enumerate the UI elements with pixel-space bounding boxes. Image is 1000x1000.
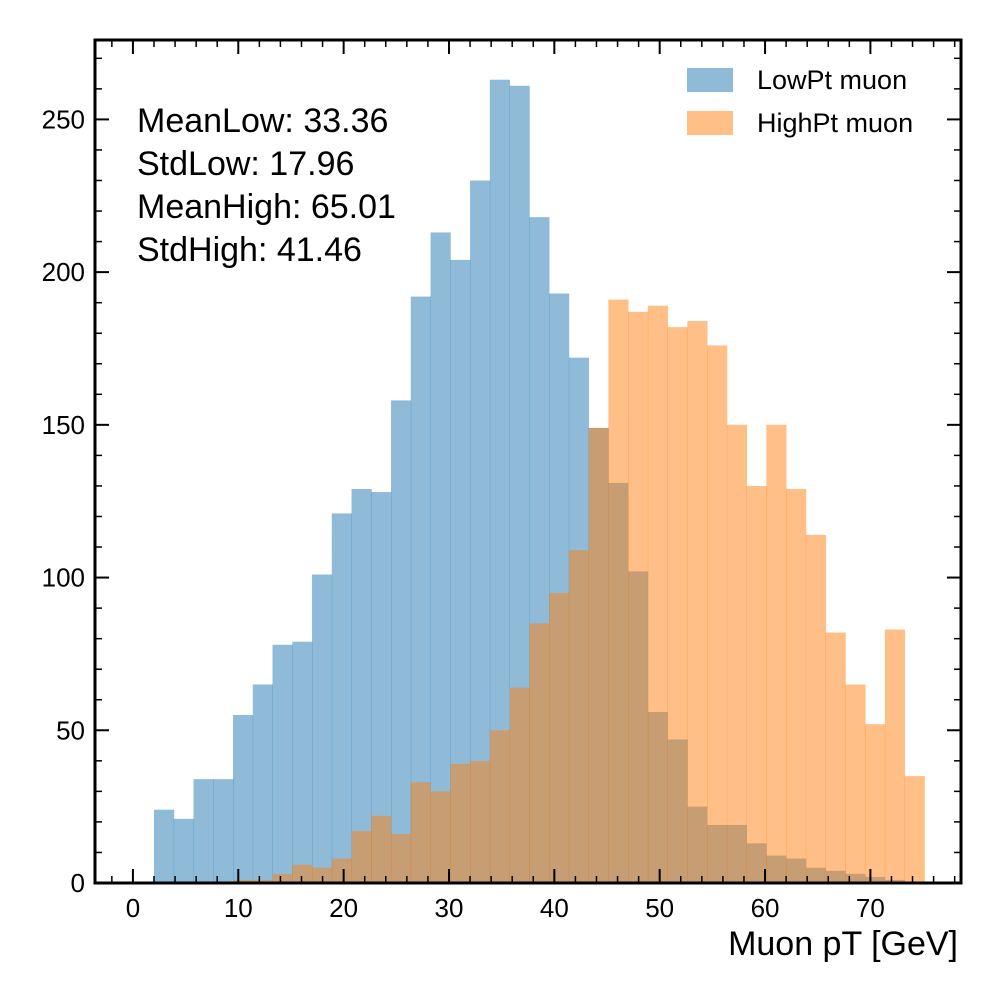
y-tick-label: 0 (71, 868, 85, 898)
legend: LowPt muon HighPt muon (687, 65, 913, 138)
highpt-bars (233, 299, 925, 884)
bar (470, 180, 491, 883)
bar (312, 574, 333, 883)
bar (292, 641, 313, 883)
bar (430, 791, 451, 883)
bar (213, 779, 234, 883)
bar (549, 592, 570, 883)
y-tick-label: 50 (56, 715, 85, 745)
bar (351, 831, 372, 883)
bar (509, 85, 530, 884)
bar (331, 513, 352, 883)
bar (667, 327, 688, 883)
legend-label: HighPt muon (757, 108, 913, 138)
bar (766, 424, 787, 883)
bar (786, 488, 807, 883)
bar (292, 864, 313, 883)
bar (331, 858, 352, 883)
bar (173, 818, 194, 883)
bar (193, 779, 214, 883)
bar (825, 632, 846, 883)
stat-line: MeanHigh: 65.01 (137, 188, 396, 226)
bar (568, 550, 589, 883)
bar (628, 311, 649, 884)
stat-line: StdLow: 17.96 (137, 145, 354, 183)
bar (391, 400, 412, 883)
bar (410, 782, 431, 883)
tick-labels: 0 10 20 30 40 50 60 70 0 50 100 150 200 250 (42, 104, 885, 923)
x-tick-label: 70 (856, 893, 885, 923)
legend-swatch (687, 111, 733, 135)
bar (312, 867, 333, 883)
y-tick-label: 150 (42, 410, 85, 440)
legend-swatch (687, 68, 733, 92)
bar (489, 730, 510, 883)
bar (450, 763, 471, 883)
stats-box: MeanLow: 33.36 StdLow: 17.96 MeanHigh: 65.… (137, 102, 396, 269)
x-tick-label: 40 (540, 893, 569, 923)
x-tick-label: 30 (435, 893, 464, 923)
bar (470, 760, 491, 883)
x-tick-label: 10 (224, 893, 253, 923)
bar (707, 345, 728, 883)
x-tick-label: 60 (751, 893, 780, 923)
bar (529, 623, 550, 883)
bar (430, 232, 451, 883)
bar (726, 424, 748, 883)
bar (884, 629, 906, 883)
bar (272, 644, 293, 883)
y-tick-label: 250 (42, 104, 85, 134)
x-tick-label: 20 (329, 893, 358, 923)
bar (233, 715, 254, 883)
stat-line: MeanLow: 33.36 (137, 102, 388, 140)
bar (371, 492, 392, 883)
bar (687, 321, 708, 883)
y-tick-label: 100 (42, 563, 85, 593)
bar (805, 534, 827, 883)
bar (391, 834, 412, 883)
legend-label: LowPt muon (757, 65, 907, 95)
bar (746, 485, 767, 883)
bar (588, 427, 609, 883)
bar (904, 776, 925, 883)
bar (252, 879, 273, 883)
y-tick-label: 200 (42, 257, 85, 287)
bar (233, 879, 254, 883)
bar (272, 873, 293, 883)
bar (153, 809, 175, 883)
plot-frame (93, 38, 963, 885)
bar (845, 684, 866, 883)
bar (608, 299, 629, 883)
bar (489, 79, 510, 883)
bar (450, 259, 471, 883)
bar (371, 815, 392, 883)
bar (647, 305, 668, 883)
x-tick-label: 50 (645, 893, 674, 923)
stat-line: StdHigh: 41.46 (137, 231, 362, 269)
bar (865, 724, 886, 883)
bar (252, 684, 273, 883)
bar (509, 687, 530, 883)
bar (351, 488, 372, 883)
x-axis-label: Muon pT [GeV] (728, 925, 958, 963)
x-tick-label: 0 (126, 893, 140, 923)
bar (410, 296, 431, 884)
